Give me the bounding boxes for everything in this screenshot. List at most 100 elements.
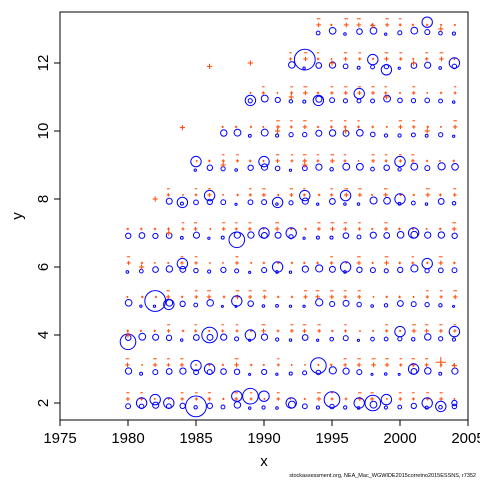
data-point-blue — [234, 336, 240, 342]
data-point-blue — [248, 406, 252, 410]
data-point — [380, 393, 393, 406]
data-point-blue — [260, 128, 269, 137]
data-point-blue — [288, 371, 293, 376]
data-point-blue — [397, 66, 401, 70]
data-point-blue — [260, 333, 269, 341]
data-point-blue — [452, 134, 456, 138]
footnote: stockassessment.org, NEA_Mac_WGWIDE2015c… — [289, 473, 476, 479]
data-point-blue — [247, 231, 255, 239]
data-point-blue — [356, 369, 363, 376]
data-point-blue — [397, 266, 404, 274]
data-point-blue — [424, 61, 432, 69]
data-point-blue — [260, 163, 269, 171]
x-axis-title: x — [260, 453, 268, 470]
data-point-blue — [138, 268, 144, 274]
data-point-blue — [193, 369, 200, 376]
data-point — [407, 227, 420, 239]
data-point-blue — [424, 97, 431, 104]
data-point-blue — [397, 167, 402, 172]
data-point — [244, 94, 257, 107]
data-point-blue — [165, 334, 173, 341]
data-point-blue — [179, 235, 184, 240]
data-point-blue — [261, 405, 266, 410]
data-point-blue — [274, 165, 281, 172]
data-point-blue — [342, 162, 351, 171]
data-point-blue — [356, 128, 364, 137]
data-point-blue — [411, 337, 416, 342]
data-point-blue — [397, 30, 403, 36]
data-point — [421, 397, 433, 409]
data-point-blue — [369, 131, 376, 138]
data-point-blue — [247, 300, 254, 307]
data-point-blue — [383, 133, 389, 138]
data-point-blue — [452, 304, 456, 308]
x-tick-label: 1985 — [179, 430, 212, 447]
data-point — [312, 94, 325, 107]
data-point — [421, 257, 433, 270]
data-point-blue — [383, 268, 389, 274]
data-point-blue — [424, 333, 432, 341]
data-point-blue — [410, 162, 419, 171]
data-point-blue — [220, 266, 227, 274]
data-point-blue — [192, 231, 201, 239]
data-point-blue — [329, 403, 335, 410]
data-point-blue — [288, 270, 293, 274]
data-point-blue — [220, 235, 225, 240]
data-point — [271, 196, 284, 209]
data-point-blue — [165, 368, 173, 375]
x-axis: 1975 1980 1985 1990 1995 2000 2005 — [43, 420, 480, 447]
data-point-blue — [275, 303, 279, 308]
data-point-blue — [261, 199, 268, 206]
data-point-blue — [206, 402, 214, 409]
data-point — [258, 155, 270, 168]
data-point-blue — [125, 403, 132, 410]
data-point-blue — [438, 404, 443, 410]
data-point-blue — [302, 304, 306, 308]
data-point-blue — [369, 400, 378, 409]
data-point-blue — [438, 98, 443, 104]
data-point-blue — [397, 372, 401, 376]
data-point-blue — [356, 301, 362, 308]
data-point-blue — [328, 265, 336, 273]
data-point-blue — [383, 372, 388, 376]
data-point-blue — [396, 231, 405, 239]
data-point — [190, 155, 202, 168]
data-point-blue — [451, 403, 458, 410]
data-point-blue — [152, 369, 159, 376]
data-point-blue — [179, 201, 184, 206]
data-point-blue — [410, 200, 416, 206]
data-point-blue — [288, 304, 293, 308]
data-point-blue — [451, 201, 457, 206]
data-point-blue — [410, 26, 419, 35]
data-point-blue — [410, 132, 416, 138]
data-point-blue — [438, 132, 444, 138]
data-point — [380, 64, 393, 76]
data-point-blue — [261, 304, 266, 308]
data-point-blue — [275, 337, 280, 342]
data-point-blue — [451, 267, 458, 274]
data-point-blue — [328, 198, 336, 205]
data-point-blue — [315, 62, 323, 69]
data-point-blue — [370, 304, 374, 308]
data-point-blue — [207, 269, 212, 274]
data-point-blue — [179, 367, 187, 375]
data-point-blue — [288, 99, 294, 104]
data-point-blue — [233, 368, 241, 375]
data-point-blue — [397, 133, 402, 138]
plot-frame — [59, 11, 469, 421]
data-point-blue — [302, 66, 306, 70]
data-point-blue — [342, 367, 350, 375]
data-point-blue — [329, 336, 335, 342]
y-axis-title: y — [9, 212, 26, 220]
data-point-blue — [356, 65, 361, 70]
data-point-blue — [220, 368, 227, 375]
data-point-blue — [152, 232, 159, 240]
data-point-blue — [342, 299, 350, 307]
data-point — [201, 326, 218, 344]
data-point-blue — [370, 64, 375, 70]
data-point-blue — [152, 333, 160, 341]
data-point-blue — [247, 133, 252, 138]
data-point — [258, 227, 270, 239]
x-tick-label: 1995 — [315, 430, 348, 447]
data-point-blue — [248, 270, 252, 274]
